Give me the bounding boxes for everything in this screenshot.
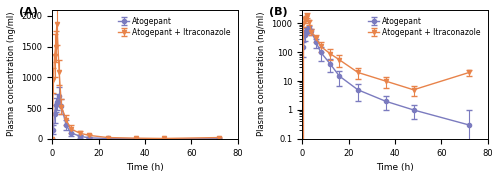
Legend: Atogepant, Atogepant + Itraconazole: Atogepant, Atogepant + Itraconazole xyxy=(115,14,234,40)
X-axis label: Time (h): Time (h) xyxy=(126,163,164,172)
Y-axis label: Plasma concentration (ng/ml): Plasma concentration (ng/ml) xyxy=(7,12,16,137)
Text: (B): (B) xyxy=(269,7,287,17)
Y-axis label: Plasma concentration (ng/ml): Plasma concentration (ng/ml) xyxy=(257,12,266,137)
X-axis label: Time (h): Time (h) xyxy=(376,163,414,172)
Legend: Atogepant, Atogepant + Itraconazole: Atogepant, Atogepant + Itraconazole xyxy=(365,14,484,40)
Text: (A): (A) xyxy=(19,7,38,17)
